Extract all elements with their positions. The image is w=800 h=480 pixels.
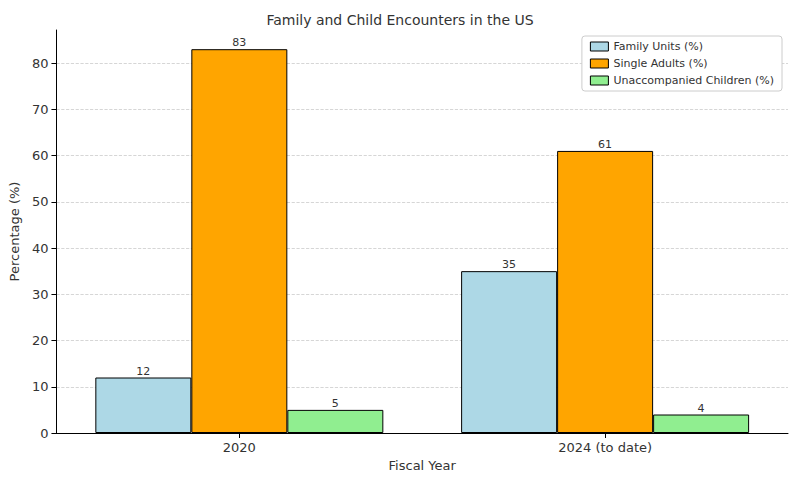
svg-text:Family Units (%): Family Units (%) — [613, 40, 703, 53]
svg-text:5: 5 — [332, 397, 339, 410]
svg-text:60: 60 — [32, 148, 49, 163]
svg-text:80: 80 — [32, 56, 49, 71]
svg-text:12: 12 — [136, 365, 150, 378]
svg-text:30: 30 — [32, 287, 49, 302]
svg-text:10: 10 — [32, 379, 49, 394]
svg-text:4: 4 — [698, 402, 705, 415]
svg-text:Single Adults (%): Single Adults (%) — [613, 57, 707, 70]
svg-text:2020: 2020 — [223, 440, 256, 455]
svg-text:Unaccompanied Children (%): Unaccompanied Children (%) — [613, 74, 774, 87]
svg-text:35: 35 — [502, 258, 516, 271]
svg-text:0: 0 — [40, 426, 48, 441]
svg-text:Family and Child Encounters in: Family and Child Encounters in the US — [266, 12, 533, 28]
svg-text:70: 70 — [32, 102, 49, 117]
svg-text:2024 (to date): 2024 (to date) — [558, 440, 652, 455]
svg-text:Percentage (%): Percentage (%) — [7, 182, 22, 282]
svg-text:20: 20 — [32, 333, 49, 348]
svg-text:83: 83 — [232, 36, 246, 49]
svg-text:Fiscal Year: Fiscal Year — [389, 458, 457, 473]
svg-text:50: 50 — [32, 194, 49, 209]
svg-text:40: 40 — [32, 241, 49, 256]
svg-text:61: 61 — [598, 138, 612, 151]
